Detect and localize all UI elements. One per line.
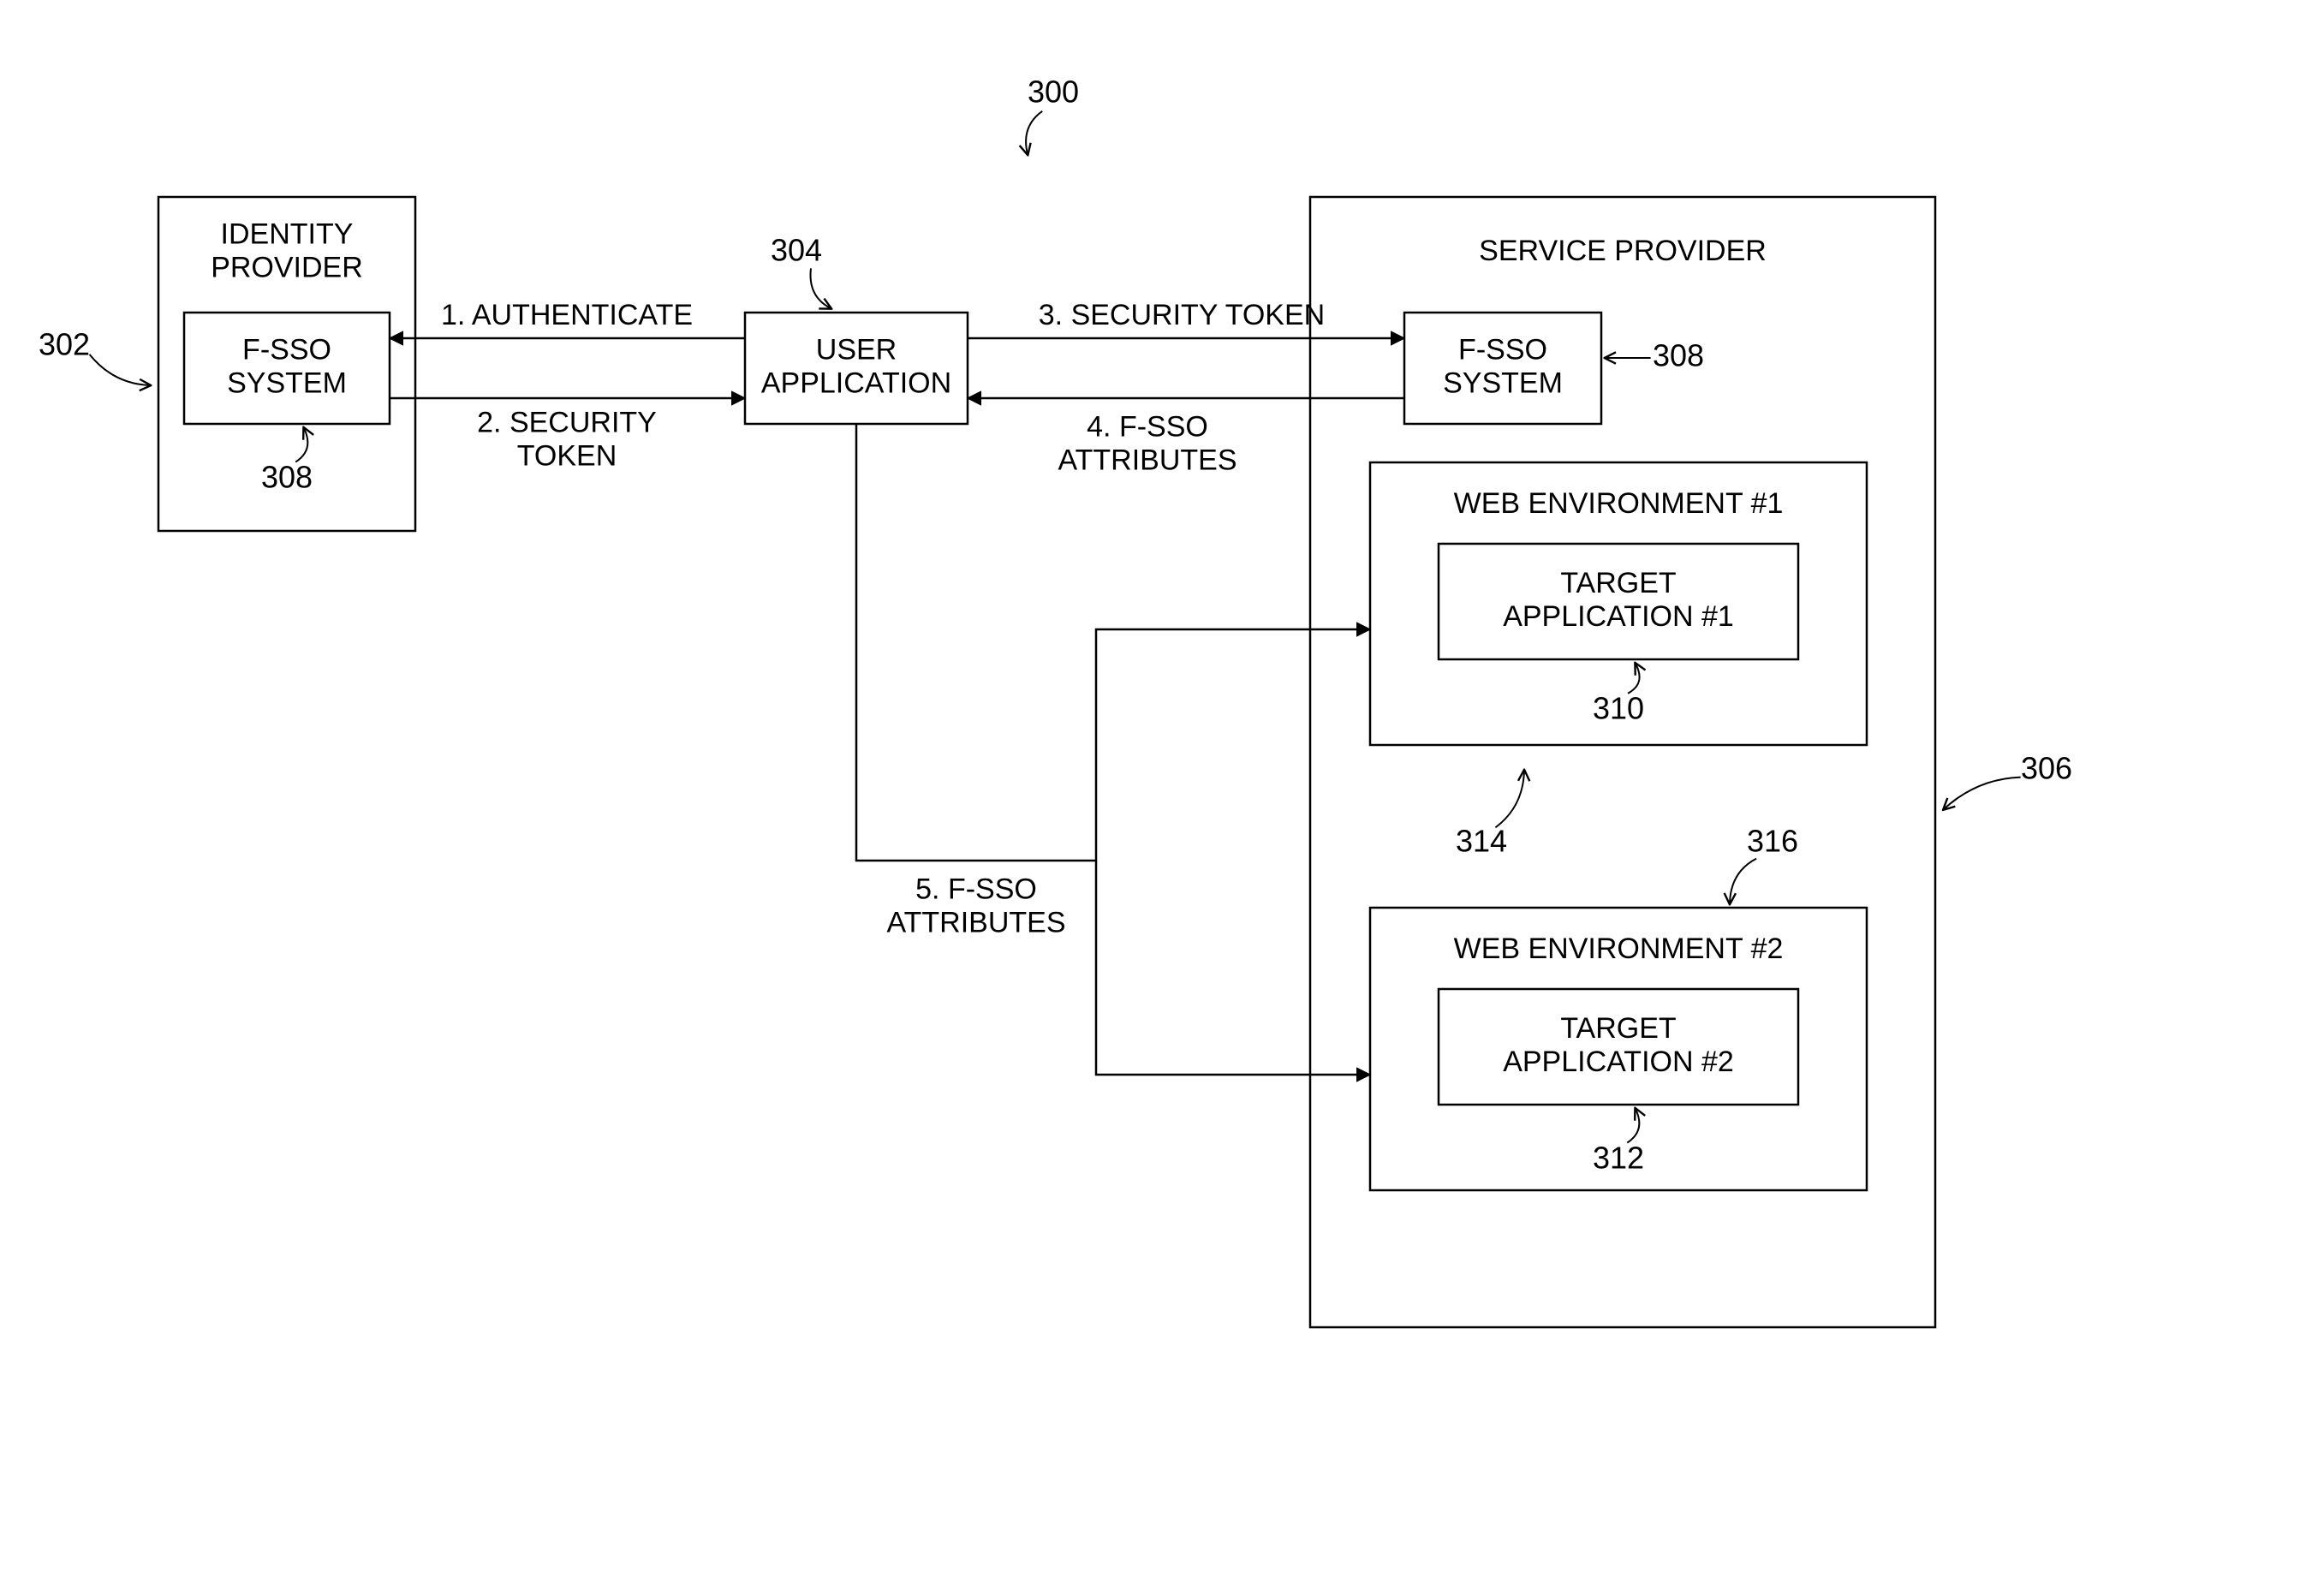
ref-300: 300 — [1028, 74, 1079, 110]
edge-label-e3: 3. SECURITY TOKEN — [1039, 299, 1325, 331]
edge-label-e1: 1. AUTHENTICATE — [441, 299, 693, 331]
diagram-canvas: IDENTITYPROVIDER SERVICE PROVIDER F-SSOSYS… — [0, 0, 2324, 1591]
ref-306: 306 — [2021, 751, 2072, 786]
edge-e5a — [856, 424, 1370, 861]
web_env_2-label: WEB ENVIRONMENT #2 — [1454, 933, 1784, 965]
ref-310: 310 — [1593, 691, 1644, 726]
identity_provider-label: IDENTITYPROVIDER — [211, 217, 363, 283]
ref-leader-312-7 — [1627, 1109, 1639, 1143]
sp_fsso-label: F-SSOSYSTEM — [1443, 333, 1563, 399]
web_env_1-label: WEB ENVIRONMENT #1 — [1454, 487, 1784, 520]
user_app-label: USERAPPLICATION — [761, 333, 951, 399]
ref-316: 316 — [1747, 824, 1798, 859]
ref-308-sp_fsso: 308 — [1653, 338, 1704, 373]
target_app_1-label: TARGETAPPLICATION #1 — [1503, 567, 1734, 633]
ref-leader-302-1 — [90, 355, 150, 385]
ref-leader-308-4 — [295, 428, 307, 462]
idp_fsso-label: F-SSOSYSTEM — [227, 333, 347, 399]
ref-308-idp_fsso: 308 — [261, 460, 313, 495]
ref-leader-314-8 — [1495, 771, 1524, 827]
ref-314: 314 — [1456, 824, 1507, 859]
ref-302: 302 — [39, 327, 90, 362]
ref-304: 304 — [771, 233, 822, 268]
edge-e5b — [1096, 861, 1370, 1075]
target_app_2-label: TARGETAPPLICATION #2 — [1503, 1012, 1734, 1078]
ref-leader-316-9 — [1730, 859, 1756, 903]
ref-312: 312 — [1593, 1141, 1644, 1176]
edge-label-e4: 4. F-SSOATTRIBUTES — [1058, 410, 1236, 476]
edge-label-e5b: 5. F-SSOATTRIBUTES — [886, 873, 1065, 939]
ref-leader-306-3 — [1944, 778, 2021, 809]
ref-leader-304-2 — [811, 268, 831, 308]
edge-label-e2: 2. SECURITYTOKEN — [477, 406, 657, 472]
ref-leader-310-6 — [1628, 664, 1640, 694]
service_provider-label: SERVICE PROVIDER — [1479, 235, 1767, 267]
ref-leader-300-0 — [1026, 111, 1042, 154]
